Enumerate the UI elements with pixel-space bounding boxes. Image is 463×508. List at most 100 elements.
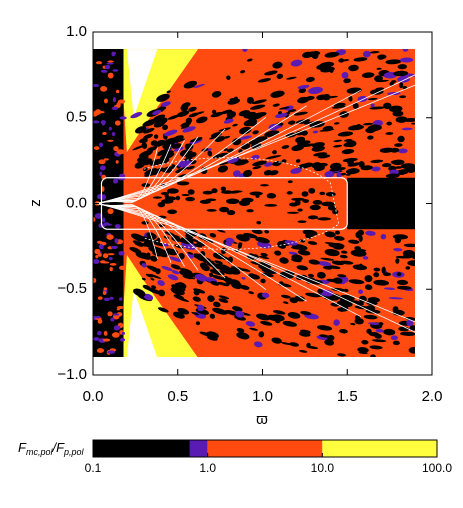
map-speckle xyxy=(302,199,310,203)
map-speckle xyxy=(275,112,288,118)
map-speckle xyxy=(324,95,338,99)
map-speckle xyxy=(130,112,143,119)
map-speckle xyxy=(232,170,241,177)
map-speckle xyxy=(307,241,318,245)
map-speckle xyxy=(150,255,158,262)
map-speckle xyxy=(272,61,283,69)
map-speckle xyxy=(290,59,303,67)
map-speckle xyxy=(218,295,230,300)
map-speckle xyxy=(271,337,282,344)
map-speckle xyxy=(317,154,331,159)
map-speckle xyxy=(145,252,151,259)
map-speckle xyxy=(181,194,190,197)
map-speckle xyxy=(361,339,369,345)
map-speckle xyxy=(286,191,293,195)
map-speckle xyxy=(226,157,239,164)
map-speckle xyxy=(317,217,332,221)
map-speckle xyxy=(171,143,182,149)
map-speckle xyxy=(293,111,308,116)
map-speckle xyxy=(393,70,409,77)
map-speckle xyxy=(102,290,107,295)
map-speckle xyxy=(281,159,287,164)
map-speckle xyxy=(193,288,206,294)
map-speckle xyxy=(109,267,113,272)
colorbar-label: Fmc,pol/Fp,pol xyxy=(18,440,85,457)
map-speckle xyxy=(261,292,270,298)
map-speckle xyxy=(343,142,355,147)
map-speckle xyxy=(388,105,403,113)
colorbar-tick-label: 100.0 xyxy=(422,461,452,475)
x-axis-label: ϖ xyxy=(256,411,268,428)
map-speckle xyxy=(397,64,408,70)
map-speckle xyxy=(210,132,223,138)
map-speckle xyxy=(156,93,170,102)
map-speckle xyxy=(106,62,114,65)
colorbar-tick-label: 1.0 xyxy=(199,461,216,475)
map-speckle xyxy=(278,106,290,110)
y-tick-label: 0.0 xyxy=(66,194,87,211)
map-speckle xyxy=(394,236,402,244)
map-speckle xyxy=(205,198,217,202)
map-speckle xyxy=(193,83,205,89)
map-speckle xyxy=(291,258,302,263)
map-speckle xyxy=(268,125,283,130)
map-speckle xyxy=(312,130,319,134)
map-speckle xyxy=(301,191,309,197)
map-speckle xyxy=(211,188,218,194)
map-speckle xyxy=(113,325,121,331)
map-speckle xyxy=(255,237,270,244)
field-line xyxy=(96,84,415,204)
map-speckle xyxy=(107,208,114,215)
map-speckle xyxy=(239,285,250,290)
map-speckle xyxy=(93,217,96,222)
map-speckle xyxy=(284,240,298,246)
map-speckle xyxy=(326,278,340,283)
map-speckle xyxy=(187,251,194,255)
map-speckle xyxy=(338,58,345,63)
map-speckle xyxy=(191,243,203,248)
map-speckle xyxy=(157,289,166,297)
x-tick-label: 1.5 xyxy=(337,388,358,405)
map-speckle xyxy=(109,296,114,300)
map-speckle xyxy=(217,282,229,287)
map-speckle xyxy=(93,146,100,150)
map-speckle xyxy=(337,274,347,278)
map-speckle xyxy=(339,254,348,259)
map-speckle xyxy=(188,272,195,276)
map-speckle xyxy=(345,168,360,175)
map-speckle xyxy=(383,287,396,290)
map-speckle xyxy=(297,208,303,212)
map-speckle xyxy=(291,197,305,201)
map-speckle xyxy=(360,165,373,171)
map-speckle xyxy=(95,61,103,65)
map-speckle xyxy=(230,281,243,289)
map-speckle xyxy=(206,209,217,212)
map-speckle xyxy=(209,136,217,140)
map-speckle xyxy=(207,150,213,157)
map-speckle xyxy=(155,237,161,245)
map-speckle xyxy=(281,145,290,149)
map-speckle xyxy=(333,139,342,143)
map-speckle xyxy=(298,349,308,353)
map-speckle xyxy=(399,82,404,89)
colorbar-segment xyxy=(207,440,323,457)
map-speckle xyxy=(243,232,258,239)
map-speckle xyxy=(96,214,101,218)
map-speckle xyxy=(312,199,323,205)
map-speckle xyxy=(226,75,231,80)
map-speckle xyxy=(134,161,146,169)
map-speckle xyxy=(353,57,368,62)
map-speckle xyxy=(306,342,311,348)
map-speckle xyxy=(270,90,285,98)
map-speckle xyxy=(199,262,208,269)
map-speckle xyxy=(288,251,298,256)
map-speckle xyxy=(347,163,359,167)
map-speckle xyxy=(398,148,408,154)
map-speckle xyxy=(107,311,113,317)
x-tick-label: 0.0 xyxy=(83,388,104,405)
map-speckle xyxy=(282,320,297,327)
map-speckle xyxy=(185,117,193,124)
map-speckle xyxy=(401,170,409,175)
map-speckle xyxy=(109,263,117,266)
map-speckle xyxy=(103,297,110,302)
